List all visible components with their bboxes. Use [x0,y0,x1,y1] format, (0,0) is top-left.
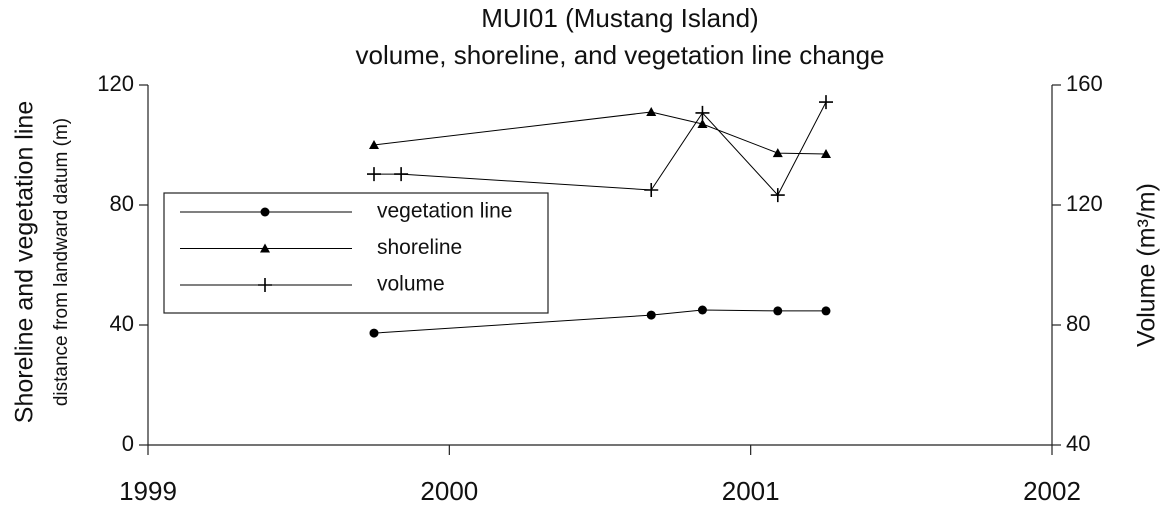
y-axis-label: Shoreline and vegetation line [11,101,39,423]
point [770,188,785,203]
y-tick-label: 0 [122,431,134,456]
y2-tick-label: 120 [1066,191,1103,216]
point [819,95,833,110]
y2-tick-label: 40 [1066,431,1090,456]
point [697,119,708,128]
point [394,167,409,182]
point [258,278,272,292]
legend-label: vegetation line [377,200,512,223]
point [646,107,657,116]
chart-subtitle: volume, shoreline, and vegetation line c… [355,40,884,70]
point [821,149,831,158]
point [367,167,381,182]
legend-box [163,192,549,314]
y-tick-label: 40 [110,311,134,336]
point [697,305,707,315]
point [773,306,783,316]
point [260,207,270,217]
chart-title: MUI01 (Mustang Island) [481,3,758,33]
point [644,183,659,197]
x-tick-label: 2000 [420,476,478,506]
series-line [373,111,827,155]
point [369,328,379,338]
x-tick-label: 1999 [119,476,177,506]
point [260,243,270,253]
y-axis-sublabel: distance from landward datum (m) [51,118,72,406]
x-tick-label: 2001 [722,476,780,506]
point [821,306,831,316]
point [772,148,783,158]
legend-label: volume [377,273,445,296]
point [646,310,656,320]
y-tick-label: 80 [110,191,134,216]
y-tick-label: 120 [97,71,134,96]
legend-label: shoreline [377,236,462,259]
point [369,140,379,149]
x-tick-label: 2002 [1023,476,1081,506]
series-line [374,101,827,196]
y2-axis-label: Volume (m³/m) [1133,183,1161,347]
point [695,105,710,120]
y2-tick-label: 160 [1066,71,1103,96]
y2-tick-label: 80 [1066,311,1090,336]
